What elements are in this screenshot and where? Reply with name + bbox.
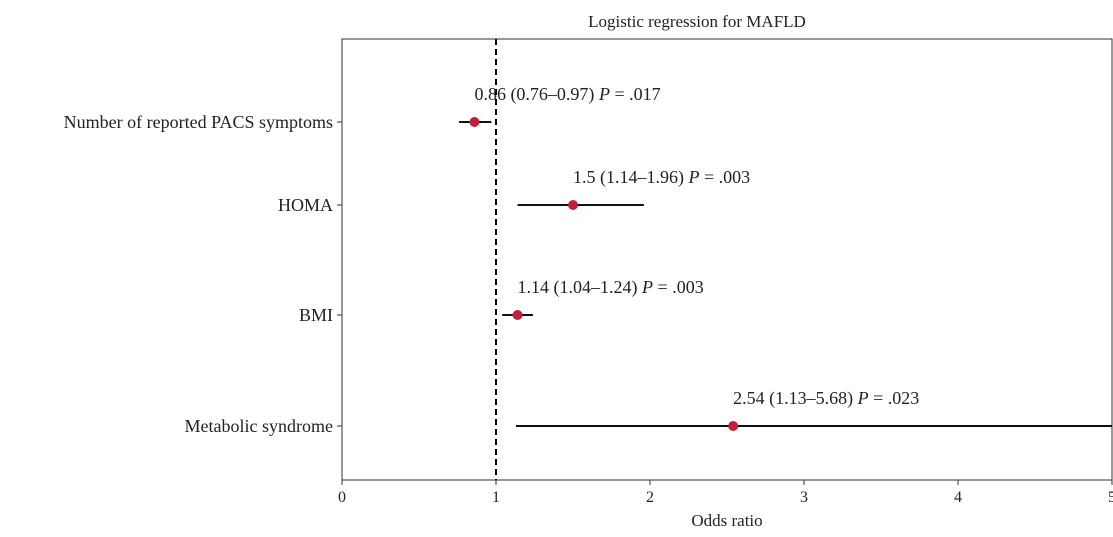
x-axis-label: Odds ratio xyxy=(691,511,762,530)
estimate-annotation: 1.14 (1.04–1.24) P = .003 xyxy=(518,277,704,298)
x-tick-label: 5 xyxy=(1108,489,1113,506)
odds-ratio-point xyxy=(512,310,523,320)
x-tick-label: 3 xyxy=(800,489,808,506)
x-tick-label: 1 xyxy=(492,489,500,506)
x-tick-label: 0 xyxy=(338,489,346,506)
estimate-annotation: 1.5 (1.14–1.96) P = .003 xyxy=(573,167,750,188)
estimate-annotation: 2.54 (1.13–5.68) P = .023 xyxy=(733,388,919,409)
odds-ratio-point xyxy=(568,200,578,210)
category-label: HOMA xyxy=(278,195,333,215)
x-tick-label: 2 xyxy=(646,489,654,506)
plot-frame xyxy=(341,38,1113,481)
plot-area: 0 1 2 3 4 5 Number of reported PACS symptoms 0.… xyxy=(64,38,1113,506)
category-label: Metabolic syndrome xyxy=(185,416,333,436)
category-label: BMI xyxy=(299,305,333,325)
x-tick-label: 4 xyxy=(954,489,962,506)
estimate-annotation: 0.86 (0.76–0.97) P = .017 xyxy=(474,84,660,105)
odds-ratio-point xyxy=(728,421,739,431)
chart-title: Logistic regression for MAFLD xyxy=(588,12,806,31)
category-label: Number of reported PACS symptoms xyxy=(64,112,333,132)
odds-ratio-point xyxy=(469,117,480,127)
